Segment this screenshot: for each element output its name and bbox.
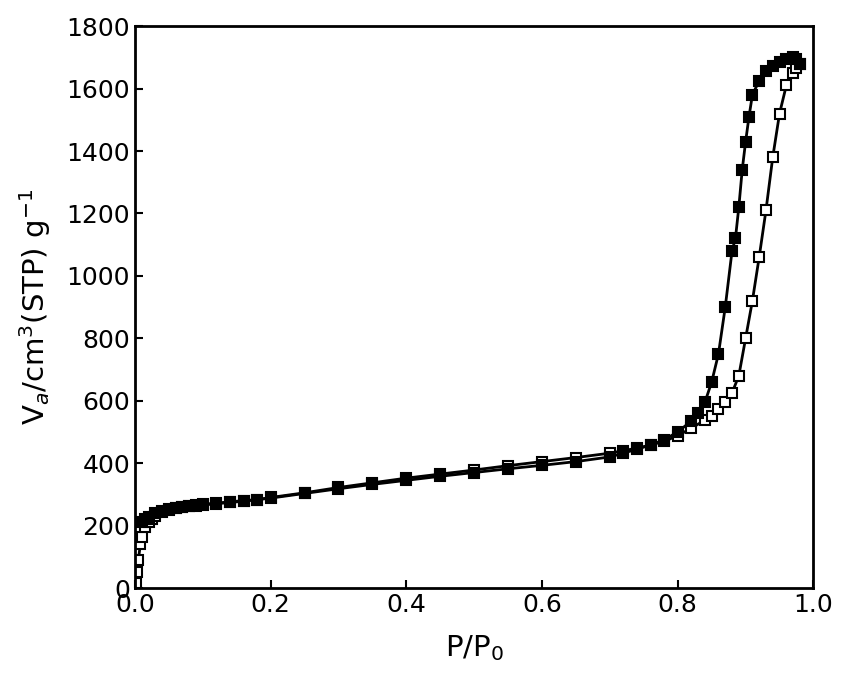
X-axis label: P/P$_0$: P/P$_0$: [445, 634, 503, 663]
Y-axis label: V$_a$/cm$^3$(STP) g$^{-1}$: V$_a$/cm$^3$(STP) g$^{-1}$: [17, 189, 53, 425]
